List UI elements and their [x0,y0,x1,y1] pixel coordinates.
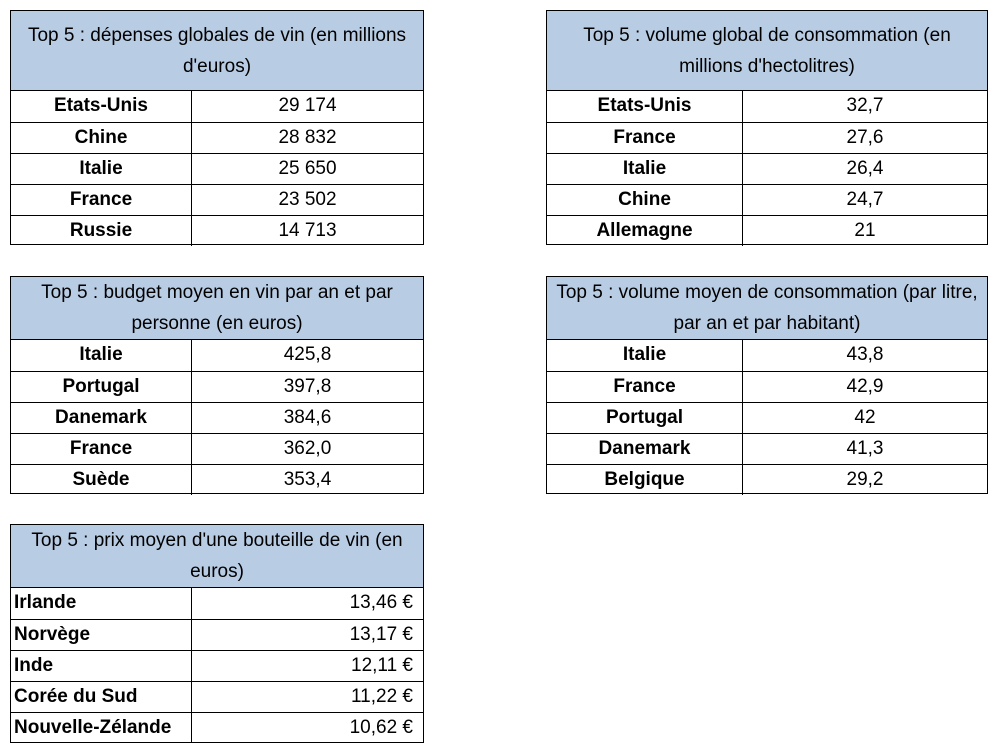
value-cell: 14 713 [278,220,337,241]
value-cell: 23 502 [278,189,337,210]
country-cell: Chine [11,123,192,153]
value-cell: 353,4 [283,469,332,490]
country-cell: Nouvelle-Zélande [11,713,192,743]
value-cell: 362,0 [283,438,332,459]
table-row: Nouvelle-Zélande 10,62 € [11,712,423,743]
country-cell: Inde [11,651,192,681]
table-title: Top 5 : volume global de consommation (e… [583,24,951,77]
value-cell: 13,17 € [349,624,413,645]
table-header: Top 5 : dépenses globales de vin (en mil… [11,11,423,91]
value-cell: 29,2 [846,469,884,490]
table-row: France 42,9 [547,371,987,402]
country-cell: Danemark [547,434,743,464]
country-cell: Danemark [11,403,192,433]
table-row: Italie 26,4 [547,153,987,184]
table-row: Norvège 13,17 € [11,619,423,650]
table-row: Inde 12,11 € [11,650,423,681]
country-cell: Norvège [11,620,192,650]
value-cell: 28 832 [278,127,337,148]
value-cell: 10,62 € [349,717,413,738]
country-cell: Chine [547,185,743,215]
value-cell: 26,4 [846,158,884,179]
value-cell: 13,46 € [349,592,413,613]
table-row: Suède 353,4 [11,464,423,495]
country-cell: Allemagne [547,216,743,246]
value-cell: 11,22 € [351,686,413,707]
value-cell: 42 [854,407,876,428]
value-cell: 29 174 [278,95,337,116]
country-cell: Italie [547,340,743,371]
country-cell: France [547,372,743,402]
country-cell: Etats-Unis [11,91,192,122]
table-row: Italie 43,8 [547,340,987,371]
table-row: Etats-Unis 32,7 [547,91,987,122]
value-cell: 32,7 [846,95,884,116]
country-cell: France [11,185,192,215]
country-cell: Russie [11,216,192,246]
value-cell: 425,8 [283,344,332,365]
value-cell: 384,6 [283,407,332,428]
country-cell: Portugal [547,403,743,433]
table-average-volume: Top 5 : volume moyen de consommation (pa… [546,276,988,495]
table-title: Top 5 : dépenses globales de vin (en mil… [27,24,407,77]
table-row: Corée du Sud 11,22 € [11,681,423,712]
value-cell: 24,7 [846,189,884,210]
table-title: Top 5 : budget moyen en vin par an et pa… [41,282,393,334]
value-cell: 41,3 [846,438,884,459]
table-row: Russie 14 713 [11,215,423,246]
table-row: Irlande 13,46 € [11,588,423,619]
country-cell: Italie [11,154,192,184]
country-cell: Portugal [11,372,192,402]
table-header: Top 5 : budget moyen en vin par an et pa… [11,277,423,340]
table-row: France 362,0 [11,433,423,464]
table-average-budget: Top 5 : budget moyen en vin par an et pa… [10,276,424,495]
country-cell: Irlande [11,588,192,619]
table-row: Portugal 42 [547,402,987,433]
table-row: Belgique 29,2 [547,464,987,495]
table-row: Chine 24,7 [547,184,987,215]
country-cell: Suède [11,465,192,495]
country-cell: Italie [547,154,743,184]
country-cell: Corée du Sud [11,682,192,712]
table-header: Top 5 : volume moyen de consommation (pa… [547,277,987,340]
country-cell: Etats-Unis [547,91,743,122]
table-row: Etats-Unis 29 174 [11,91,423,122]
table-title: Top 5 : prix moyen d'une bouteille de vi… [31,530,403,582]
country-cell: Belgique [547,465,743,495]
table-row: Portugal 397,8 [11,371,423,402]
table-row: Danemark 41,3 [547,433,987,464]
table-average-bottle-price: Top 5 : prix moyen d'une bouteille de vi… [10,524,424,743]
value-cell: 397,8 [283,376,332,397]
table-header: Top 5 : prix moyen d'une bouteille de vi… [11,525,423,588]
value-cell: 21 [854,220,876,241]
table-row: France 27,6 [547,122,987,153]
value-cell: 27,6 [846,127,884,148]
country-cell: France [547,123,743,153]
table-row: France 23 502 [11,184,423,215]
country-cell: Italie [11,340,192,371]
table-row: Italie 425,8 [11,340,423,371]
table-row: Italie 25 650 [11,153,423,184]
value-cell: 42,9 [846,376,884,397]
table-row: Allemagne 21 [547,215,987,246]
table-global-volume: Top 5 : volume global de consommation (e… [546,10,988,246]
table-title: Top 5 : volume moyen de consommation (pa… [556,282,978,334]
value-cell: 25 650 [278,158,337,179]
value-cell: 12,11 € [351,655,413,676]
table-header: Top 5 : volume global de consommation (e… [547,11,987,91]
table-row: Chine 28 832 [11,122,423,153]
country-cell: France [11,434,192,464]
table-global-spending: Top 5 : dépenses globales de vin (en mil… [10,10,424,246]
value-cell: 43,8 [846,344,884,365]
table-row: Danemark 384,6 [11,402,423,433]
